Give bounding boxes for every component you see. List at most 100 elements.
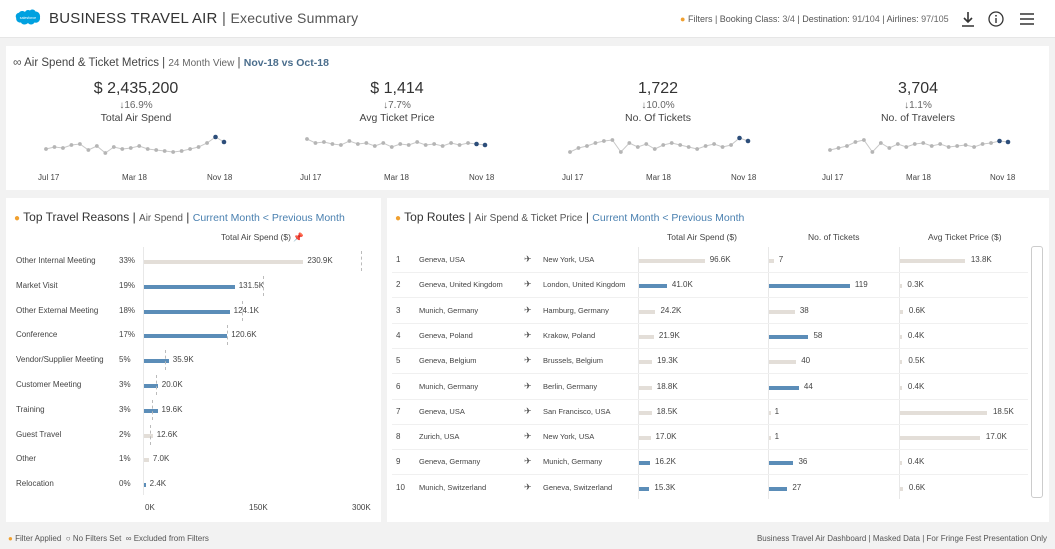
sparkline-point[interactable]	[482, 142, 488, 148]
sparkline-point[interactable]	[627, 141, 632, 145]
sparkline-point[interactable]	[963, 143, 968, 147]
menu-icon[interactable]	[1018, 10, 1036, 28]
sparkline-point[interactable]	[162, 149, 167, 153]
sparkline-point[interactable]	[103, 151, 108, 155]
sparkline-point[interactable]	[69, 143, 74, 147]
sparkline-point[interactable]	[836, 146, 841, 150]
sparkline-point[interactable]	[720, 145, 725, 149]
sparkline-point[interactable]	[381, 141, 386, 145]
sparkline-point[interactable]	[145, 147, 150, 151]
route-spend-bar[interactable]	[639, 436, 651, 441]
sparkline-point[interactable]	[372, 144, 377, 148]
route-tickets-bar[interactable]	[769, 486, 788, 491]
sparkline-point[interactable]	[423, 143, 428, 147]
route-price-bar[interactable]	[900, 360, 903, 365]
sparkline-point[interactable]	[652, 147, 657, 151]
sparkline-point[interactable]	[568, 150, 572, 154]
sparkline-total-air-spend[interactable]	[42, 128, 232, 158]
pin-icon[interactable]: 📌	[293, 232, 304, 242]
sparkline-point[interactable]	[1005, 139, 1011, 145]
route-price-bar[interactable]	[900, 385, 902, 390]
sparkline-point[interactable]	[86, 148, 91, 152]
sparkline-point[interactable]	[921, 141, 926, 145]
sparkline-point[interactable]	[955, 144, 960, 148]
route-tickets-bar[interactable]	[769, 284, 850, 289]
reason-bar[interactable]	[144, 433, 153, 438]
sparkline-point[interactable]	[745, 138, 751, 144]
routes-scrollbar[interactable]	[1031, 246, 1043, 498]
sparkline-point[interactable]	[737, 135, 742, 141]
route-spend-bar[interactable]	[639, 410, 652, 415]
reason-bar[interactable]	[144, 284, 235, 289]
sparkline-point[interactable]	[179, 149, 184, 153]
sparkline-point[interactable]	[695, 147, 700, 151]
sparkline-point[interactable]	[870, 150, 875, 154]
route-price-bar[interactable]	[900, 461, 902, 466]
sparkline-point[interactable]	[221, 139, 227, 145]
route-tickets-bar[interactable]	[769, 436, 771, 441]
route-price-bar[interactable]	[900, 486, 903, 491]
top-routes-compare[interactable]: Current Month < Previous Month	[592, 212, 745, 224]
sparkline-point[interactable]	[415, 140, 420, 144]
sparkline-point[interactable]	[703, 144, 708, 148]
sparkline-no-of-tickets[interactable]	[566, 128, 756, 158]
sparkline-point[interactable]	[602, 139, 606, 143]
route-spend-bar[interactable]	[639, 461, 651, 466]
route-price-bar[interactable]	[900, 284, 902, 289]
sparkline-point[interactable]	[585, 144, 589, 148]
reason-bar[interactable]	[144, 334, 228, 339]
sparkline-point[interactable]	[912, 142, 917, 146]
sparkline-point[interactable]	[355, 142, 360, 146]
reason-bar[interactable]	[144, 359, 169, 364]
sparkline-point[interactable]	[972, 145, 976, 149]
route-price-bar[interactable]	[900, 436, 980, 441]
route-tickets-bar[interactable]	[769, 410, 771, 415]
sparkline-point[interactable]	[661, 143, 666, 147]
sparkline-point[interactable]	[61, 146, 65, 150]
route-tickets-bar[interactable]	[769, 385, 799, 390]
sparkline-point[interactable]	[44, 147, 48, 151]
sparkline-point[interactable]	[322, 140, 326, 144]
route-tickets-bar[interactable]	[769, 334, 809, 339]
sparkline-point[interactable]	[457, 143, 462, 147]
download-icon[interactable]	[959, 10, 977, 28]
reason-bar[interactable]	[144, 260, 304, 264]
sparkline-point[interactable]	[678, 143, 683, 147]
sparkline-point[interactable]	[389, 145, 394, 149]
route-tickets-bar[interactable]	[769, 259, 774, 263]
sparkline-point[interactable]	[474, 141, 479, 147]
route-price-bar[interactable]	[900, 334, 902, 339]
route-spend-bar[interactable]	[639, 385, 652, 390]
sparkline-point[interactable]	[128, 146, 133, 150]
route-spend-bar[interactable]	[639, 259, 705, 263]
sparkline-point[interactable]	[330, 142, 335, 146]
info-icon[interactable]	[987, 10, 1005, 28]
sparkline-point[interactable]	[398, 142, 403, 146]
reason-bar[interactable]	[144, 458, 149, 463]
route-spend-bar[interactable]	[639, 486, 650, 491]
sparkline-point[interactable]	[111, 145, 116, 149]
sparkline-point[interactable]	[205, 141, 209, 145]
sparkline-point[interactable]	[828, 148, 832, 152]
reason-bar[interactable]	[144, 483, 146, 488]
sparkline-point[interactable]	[78, 142, 82, 146]
sparkline-point[interactable]	[618, 150, 623, 154]
sparkline-point[interactable]	[853, 140, 858, 144]
sparkline-point[interactable]	[339, 143, 343, 147]
sparkline-point[interactable]	[997, 138, 1002, 144]
travel-reasons-compare[interactable]: Current Month < Previous Month	[192, 212, 345, 224]
sparkline-point[interactable]	[644, 142, 649, 146]
sparkline-point[interactable]	[635, 145, 640, 149]
sparkline-point[interactable]	[593, 141, 598, 145]
route-tickets-bar[interactable]	[769, 309, 795, 314]
route-tickets-bar[interactable]	[769, 360, 797, 365]
sparkline-point[interactable]	[862, 138, 866, 142]
sparkline-point[interactable]	[895, 142, 900, 146]
route-spend-bar[interactable]	[639, 284, 667, 289]
reason-bar[interactable]	[144, 309, 230, 314]
sparkline-point[interactable]	[712, 142, 716, 146]
sparkline-point[interactable]	[52, 145, 57, 149]
route-spend-bar[interactable]	[639, 309, 656, 314]
sparkline-point[interactable]	[137, 144, 142, 148]
sparkline-point[interactable]	[989, 141, 993, 145]
